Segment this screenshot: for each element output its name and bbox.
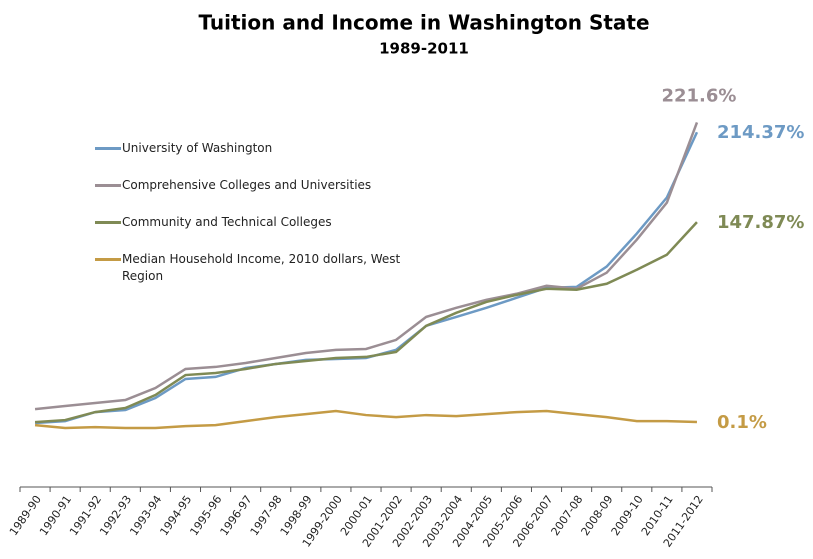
- legend-item: Median Household Income, 2010 dollars, W…: [95, 251, 407, 285]
- data-label: 147.87%: [717, 212, 805, 233]
- legend-item: Comprehensive Colleges and Universities: [95, 177, 407, 194]
- legend-label: Comprehensive Colleges and Universities: [122, 178, 372, 192]
- data-label: 221.6%: [661, 85, 736, 106]
- series-line: [34, 409, 697, 430]
- legend-item: University of Washington: [95, 140, 407, 157]
- data-label: 0.1%: [717, 412, 767, 433]
- legend: University of Washington Comprehensive Co…: [95, 140, 415, 305]
- legend-swatch: [95, 258, 121, 261]
- data-label: 214.37%: [717, 122, 805, 143]
- chart-title: Tuition and Income in Washington State: [198, 11, 649, 35]
- chart-subtitle: 1989-2011: [379, 40, 469, 58]
- series-line: [34, 122, 699, 411]
- legend-swatch: [95, 147, 121, 150]
- legend-swatch: [95, 184, 121, 187]
- legend-label: Median Household Income, 2010 dollars, W…: [122, 252, 401, 283]
- legend-item: Community and Technical Colleges: [95, 214, 407, 231]
- legend-swatch: [95, 221, 121, 224]
- series-line: [34, 221, 698, 424]
- legend-label: Community and Technical Colleges: [122, 215, 332, 229]
- legend-label: University of Washington: [122, 141, 273, 155]
